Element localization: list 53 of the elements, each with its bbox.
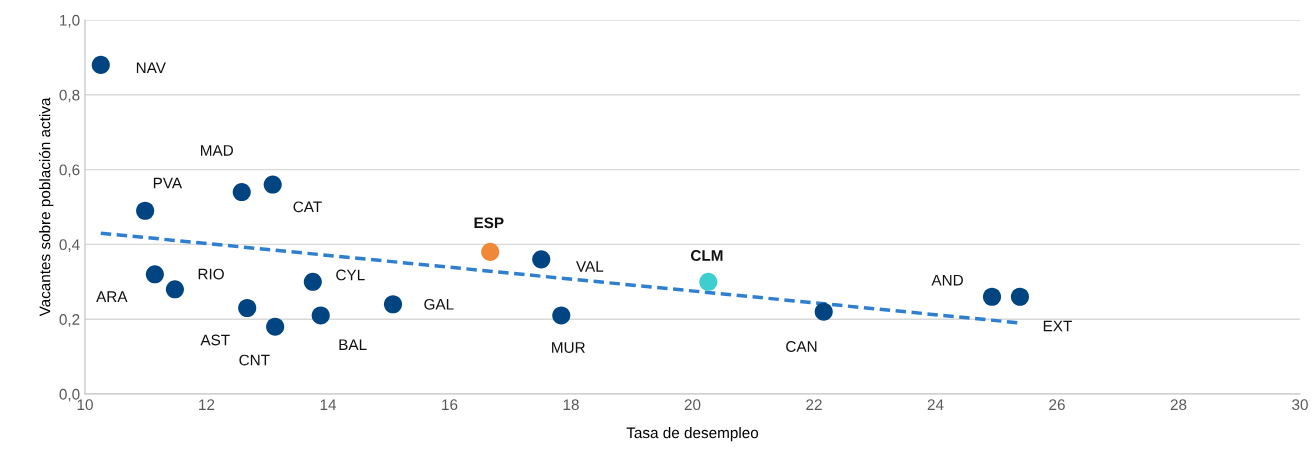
series-label: CLM — [690, 250, 723, 261]
series-label: GAL — [424, 298, 454, 310]
series-label: CAT — [293, 201, 322, 213]
series-label: NAV — [136, 62, 166, 73]
point — [145, 265, 164, 284]
series-label: ARA — [96, 291, 128, 302]
x-tick-label: 26 — [1049, 399, 1065, 411]
y-tick-label: 0,6 — [59, 164, 80, 178]
point — [699, 272, 718, 291]
x-tick-label: 16 — [442, 399, 458, 411]
point — [91, 55, 110, 74]
x-tick-label: 22 — [806, 399, 822, 410]
series-label: CNT — [239, 354, 270, 366]
point — [1010, 287, 1029, 306]
x-tick-label: 12 — [199, 399, 215, 410]
x-tick-label: 30 — [1292, 399, 1308, 411]
point — [552, 306, 571, 325]
y-axis-title: Vacantes sobre población activa — [38, 97, 54, 317]
point — [481, 242, 500, 261]
series-label: CYL — [336, 269, 365, 281]
y-tick-label: 0,8 — [59, 89, 80, 103]
series-label: MAD — [201, 145, 233, 156]
point — [232, 182, 251, 202]
x-tick-label: 24 — [927, 399, 944, 410]
x-tick-label: 14 — [320, 399, 337, 410]
point — [532, 250, 551, 269]
series-label: AST — [200, 334, 230, 346]
y-tick-label: 1,0 — [60, 14, 80, 28]
series-label: ESP — [474, 217, 504, 229]
point — [311, 306, 330, 325]
series-label: BAL — [339, 339, 367, 350]
y-tick-label: 0,2 — [59, 314, 80, 327]
series-label: MUR — [552, 342, 585, 353]
point — [136, 201, 155, 220]
point — [165, 280, 184, 299]
point — [238, 298, 257, 318]
x-tick-label: 28 — [1170, 399, 1187, 411]
x-axis-title: Tasa de desempleo — [626, 426, 759, 442]
series-label: EXT — [1043, 320, 1072, 332]
point — [383, 295, 403, 314]
series-label: RIO — [198, 268, 224, 280]
point — [266, 317, 285, 336]
x-tick-label: 18 — [563, 399, 579, 411]
y-tick-label: 0,4 — [59, 239, 80, 252]
point — [303, 272, 322, 291]
series-label: AND — [931, 274, 963, 286]
point — [982, 287, 1002, 306]
series-label: CAN — [786, 341, 817, 352]
x-tick-label: 20 — [684, 399, 701, 411]
series-label: PVA — [153, 177, 183, 189]
point — [263, 175, 282, 194]
point — [814, 302, 833, 321]
series-label: VAL — [576, 261, 604, 272]
